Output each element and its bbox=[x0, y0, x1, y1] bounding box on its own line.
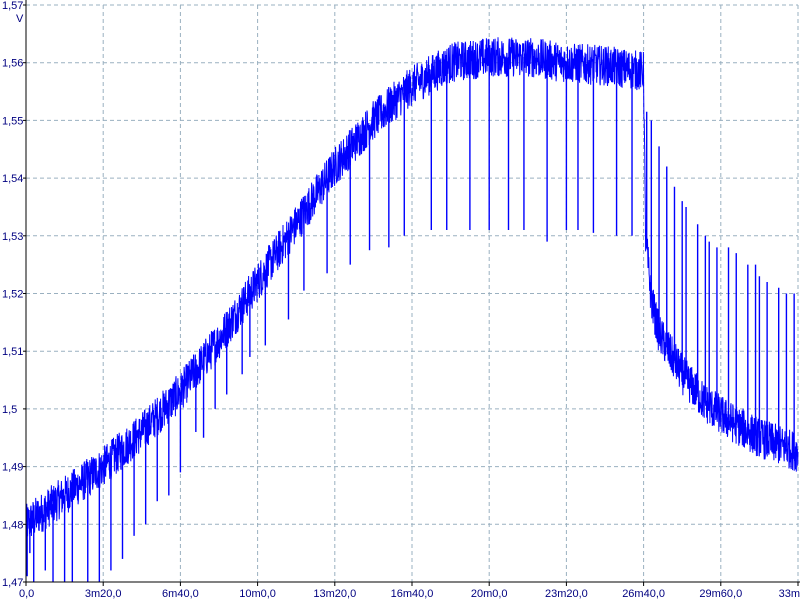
x-tick-label: 10m0,0 bbox=[239, 588, 276, 600]
x-tick-label: 6m40,0 bbox=[162, 588, 199, 600]
y-tick-label: 1,47 bbox=[2, 577, 23, 589]
x-tick-label: 33m bbox=[779, 588, 800, 600]
y-tick-label: 1,56 bbox=[2, 58, 23, 70]
y-tick-label: 1,52 bbox=[2, 289, 23, 301]
axes bbox=[25, 0, 800, 583]
y-tick-label: 1,55 bbox=[2, 115, 23, 127]
y-tick-label: 1,57 bbox=[2, 0, 23, 12]
x-tick-label: 23m20,0 bbox=[545, 588, 588, 600]
y-tick-label: 1,48 bbox=[2, 519, 23, 531]
x-tick-label: 3m20,0 bbox=[85, 588, 122, 600]
y-tick-labels: 1,47 1,48 1,49 1,5 1,51 1,52 1,53 1,54 1,55 1,56 1… bbox=[2, 0, 26, 589]
series-group bbox=[25, 37, 799, 582]
y-tick-label: 1,54 bbox=[2, 173, 23, 185]
y-tick-label: 1,53 bbox=[2, 231, 23, 243]
x-tick-label: 29m60,0 bbox=[699, 588, 742, 600]
x-tick-labels: 0,0 3m20,0 6m40,0 10m0,0 13m20,0 16m40,0 20m0,… bbox=[19, 582, 800, 600]
x-tick-label: 16m40,0 bbox=[391, 588, 434, 600]
x-tick-label: 26m40,0 bbox=[622, 588, 665, 600]
y-tick-label: 1,5 bbox=[2, 404, 17, 416]
y-axis-label: V bbox=[16, 13, 24, 25]
y-tick-label: 1,49 bbox=[2, 462, 23, 474]
series-line bbox=[25, 37, 799, 537]
x-tick-label: 13m20,0 bbox=[313, 588, 356, 600]
x-tick-label: 20m0,0 bbox=[471, 588, 508, 600]
y-tick-label: 1,51 bbox=[2, 346, 23, 358]
x-tick-label: 0,0 bbox=[19, 588, 34, 600]
